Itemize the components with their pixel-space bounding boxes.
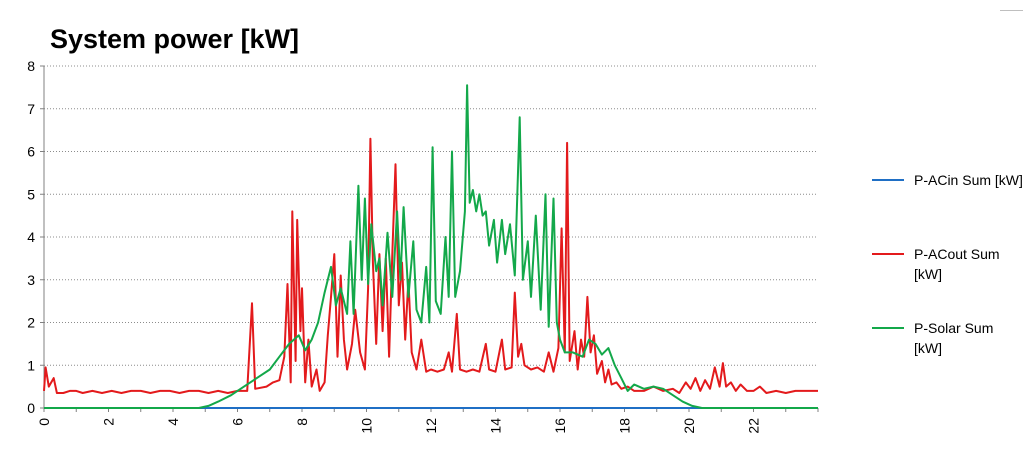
legend-label-p-solar: P-Solar Sum [kW] (914, 320, 994, 356)
series-line-1 (43, 137, 818, 394)
corner-divider (1000, 10, 1023, 11)
x-tick-label-10: 20 (681, 418, 697, 434)
x-tick-label-6: 12 (423, 418, 439, 434)
x-tick-label-8: 16 (552, 418, 568, 434)
series-line-2 (44, 84, 818, 409)
x-tick-label-11: 22 (746, 418, 762, 434)
x-tick-label-1: 2 (101, 418, 117, 426)
x-tick-label-0: 0 (36, 418, 52, 426)
legend-label-p-acin: P-ACin Sum [kW] (914, 172, 1023, 188)
y-tick-label-0: 0 (27, 400, 35, 416)
x-tick-label-3: 6 (230, 418, 246, 426)
legend-label-p-acout: P-ACout Sum [kW] (914, 246, 1000, 282)
x-tick-label-4: 8 (294, 418, 310, 426)
legend-swatch-p-solar (872, 327, 904, 329)
axes (40, 65, 819, 412)
x-tick-label-9: 18 (617, 418, 633, 434)
y-tick-label-3: 3 (27, 272, 35, 288)
y-tick-label-6: 6 (27, 144, 35, 160)
x-tick-label-5: 10 (359, 418, 375, 434)
x-tick-label-7: 14 (488, 418, 504, 434)
y-tick-label-1: 1 (27, 357, 35, 373)
y-tick-label-7: 7 (27, 101, 35, 117)
y-tick-label-5: 5 (27, 186, 35, 202)
legend-swatch-p-acout (872, 253, 904, 255)
series-lines (43, 84, 818, 409)
chart-title: System power [kW] (50, 24, 300, 54)
x-tick-label-2: 4 (165, 418, 181, 426)
legend-swatch-p-acin (872, 179, 904, 181)
y-tick-label-8: 8 (27, 58, 35, 74)
y-tick-label-2: 2 (27, 315, 35, 331)
y-tick-label-4: 4 (27, 229, 35, 245)
